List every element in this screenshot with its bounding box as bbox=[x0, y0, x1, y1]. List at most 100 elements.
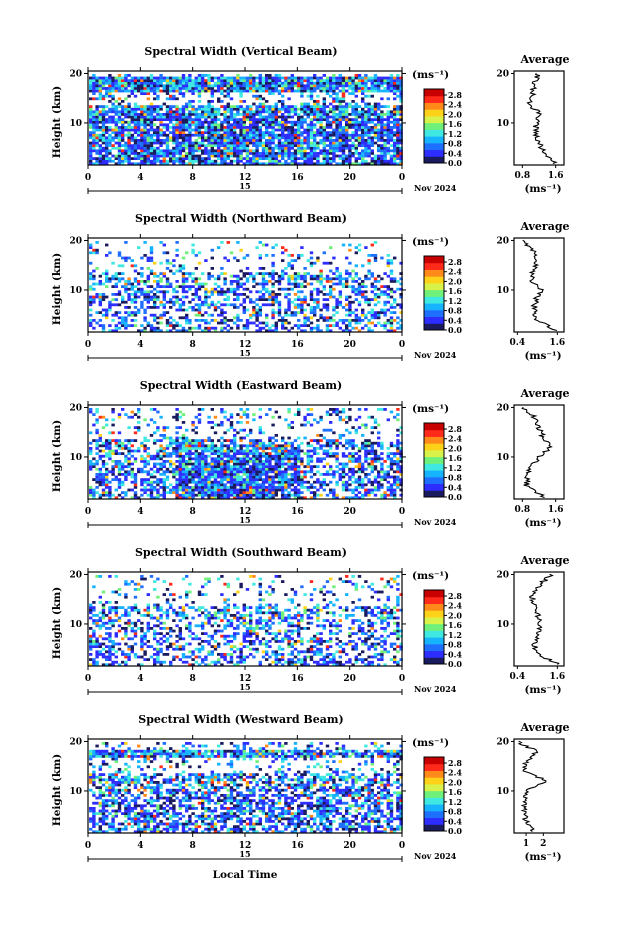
heatmap-cell bbox=[325, 113, 330, 116]
heatmap-cell bbox=[172, 131, 176, 134]
heatmap-cell bbox=[345, 326, 349, 330]
heatmap-cell bbox=[281, 488, 285, 492]
heatmap-cell bbox=[300, 120, 304, 124]
heatmap-cell bbox=[220, 272, 224, 275]
heatmap-cell bbox=[181, 267, 186, 270]
heatmap-cell bbox=[114, 79, 118, 82]
heatmap-cell bbox=[361, 157, 365, 160]
heatmap-cell bbox=[277, 126, 282, 129]
heatmap-cell bbox=[194, 115, 198, 119]
heatmap-cell bbox=[239, 467, 243, 471]
heatmap-cell bbox=[287, 141, 291, 145]
heatmap-cell bbox=[309, 465, 314, 468]
heatmap-cell bbox=[354, 136, 358, 140]
heatmap-cell bbox=[127, 152, 131, 155]
heatmap-cell bbox=[380, 277, 384, 281]
heatmap-cell bbox=[236, 123, 240, 127]
heatmap-cell bbox=[181, 256, 186, 260]
heatmap-cell bbox=[277, 133, 282, 137]
heatmap-cell bbox=[197, 79, 202, 82]
heatmap-cell bbox=[111, 94, 115, 98]
heatmap-cell bbox=[361, 136, 365, 140]
heatmap-cell bbox=[341, 97, 346, 101]
heatmap-cell bbox=[373, 141, 378, 145]
heatmap-cell bbox=[197, 491, 202, 494]
heatmap-cell bbox=[223, 146, 227, 150]
heatmap-cell bbox=[181, 110, 186, 114]
heatmap-cell bbox=[133, 149, 138, 153]
heatmap-cell bbox=[303, 329, 307, 333]
heatmap-cell bbox=[386, 105, 390, 108]
heatmap-cell bbox=[175, 113, 179, 116]
heatmap-cell bbox=[239, 282, 243, 286]
heatmap-cell bbox=[127, 473, 131, 476]
heatmap-cell bbox=[338, 295, 342, 299]
heatmap-cell bbox=[223, 84, 227, 88]
heatmap-cell bbox=[143, 298, 147, 301]
heatmap-cell bbox=[297, 491, 301, 494]
heatmap-cell bbox=[309, 470, 314, 474]
heatmap-cell bbox=[293, 272, 298, 275]
heatmap-cell bbox=[373, 285, 378, 288]
heatmap-cell bbox=[223, 152, 227, 155]
heatmap-cell bbox=[255, 84, 259, 88]
heatmap-cell bbox=[252, 126, 256, 129]
heatmap-cell bbox=[252, 475, 256, 479]
heatmap-cell bbox=[172, 89, 176, 93]
heatmap-cell bbox=[277, 154, 282, 158]
heatmap-cell bbox=[111, 120, 115, 124]
heatmap-cell bbox=[210, 274, 214, 278]
heatmap-cell bbox=[393, 149, 397, 153]
heatmap-cell bbox=[111, 470, 115, 474]
heatmap-cell bbox=[386, 285, 390, 288]
heatmap-cell bbox=[98, 126, 102, 129]
heatmap-cell bbox=[377, 470, 381, 474]
heatmap-cell bbox=[380, 159, 384, 163]
heatmap-cell bbox=[245, 493, 250, 497]
heatmap-cell bbox=[181, 467, 186, 471]
heatmap-cell bbox=[345, 295, 349, 299]
heatmap-cell bbox=[399, 84, 403, 88]
heatmap-cell bbox=[287, 491, 291, 494]
heatmap-cell bbox=[169, 285, 173, 288]
heatmap-cell bbox=[393, 159, 397, 163]
heatmap-cell bbox=[127, 131, 131, 134]
heatmap-cell bbox=[265, 298, 269, 301]
heatmap-cell bbox=[194, 293, 198, 296]
heatmap-cell bbox=[143, 128, 147, 132]
heatmap-cell bbox=[210, 149, 214, 153]
heatmap-cell bbox=[357, 475, 362, 479]
heatmap-cell bbox=[348, 483, 352, 487]
heatmap-cell bbox=[297, 295, 301, 299]
heatmap-cell bbox=[329, 81, 333, 85]
heatmap-cell bbox=[322, 306, 326, 309]
heatmap-cell bbox=[140, 162, 144, 166]
heatmap-cell bbox=[313, 277, 317, 281]
heatmap-cell bbox=[165, 118, 170, 121]
heatmap-cell bbox=[377, 87, 381, 90]
heatmap-cell bbox=[319, 89, 323, 93]
heatmap-cell bbox=[389, 261, 394, 265]
heatmap-cell bbox=[383, 123, 387, 127]
heatmap-cell bbox=[172, 462, 176, 466]
heatmap-cell bbox=[383, 290, 387, 294]
heatmap-cell bbox=[89, 261, 93, 265]
heatmap-cell bbox=[364, 81, 368, 85]
heatmap-cell bbox=[396, 84, 400, 88]
heatmap-cell bbox=[249, 467, 253, 471]
heatmap-cell bbox=[316, 162, 320, 166]
heatmap-cell bbox=[165, 92, 170, 95]
heatmap-cell bbox=[293, 139, 298, 142]
heatmap-cell bbox=[233, 475, 237, 479]
heatmap-cell bbox=[146, 76, 150, 80]
heatmap-cell bbox=[217, 144, 221, 147]
heatmap-cell bbox=[313, 110, 317, 114]
heatmap-cell bbox=[335, 465, 339, 468]
heatmap-cell bbox=[143, 154, 147, 158]
heatmap-cell bbox=[101, 293, 106, 296]
heatmap-cell bbox=[159, 141, 163, 145]
heatmap-cell bbox=[127, 295, 131, 299]
heatmap-cell bbox=[133, 131, 138, 134]
heatmap-cell bbox=[114, 465, 118, 468]
heatmap-cell bbox=[354, 84, 358, 88]
